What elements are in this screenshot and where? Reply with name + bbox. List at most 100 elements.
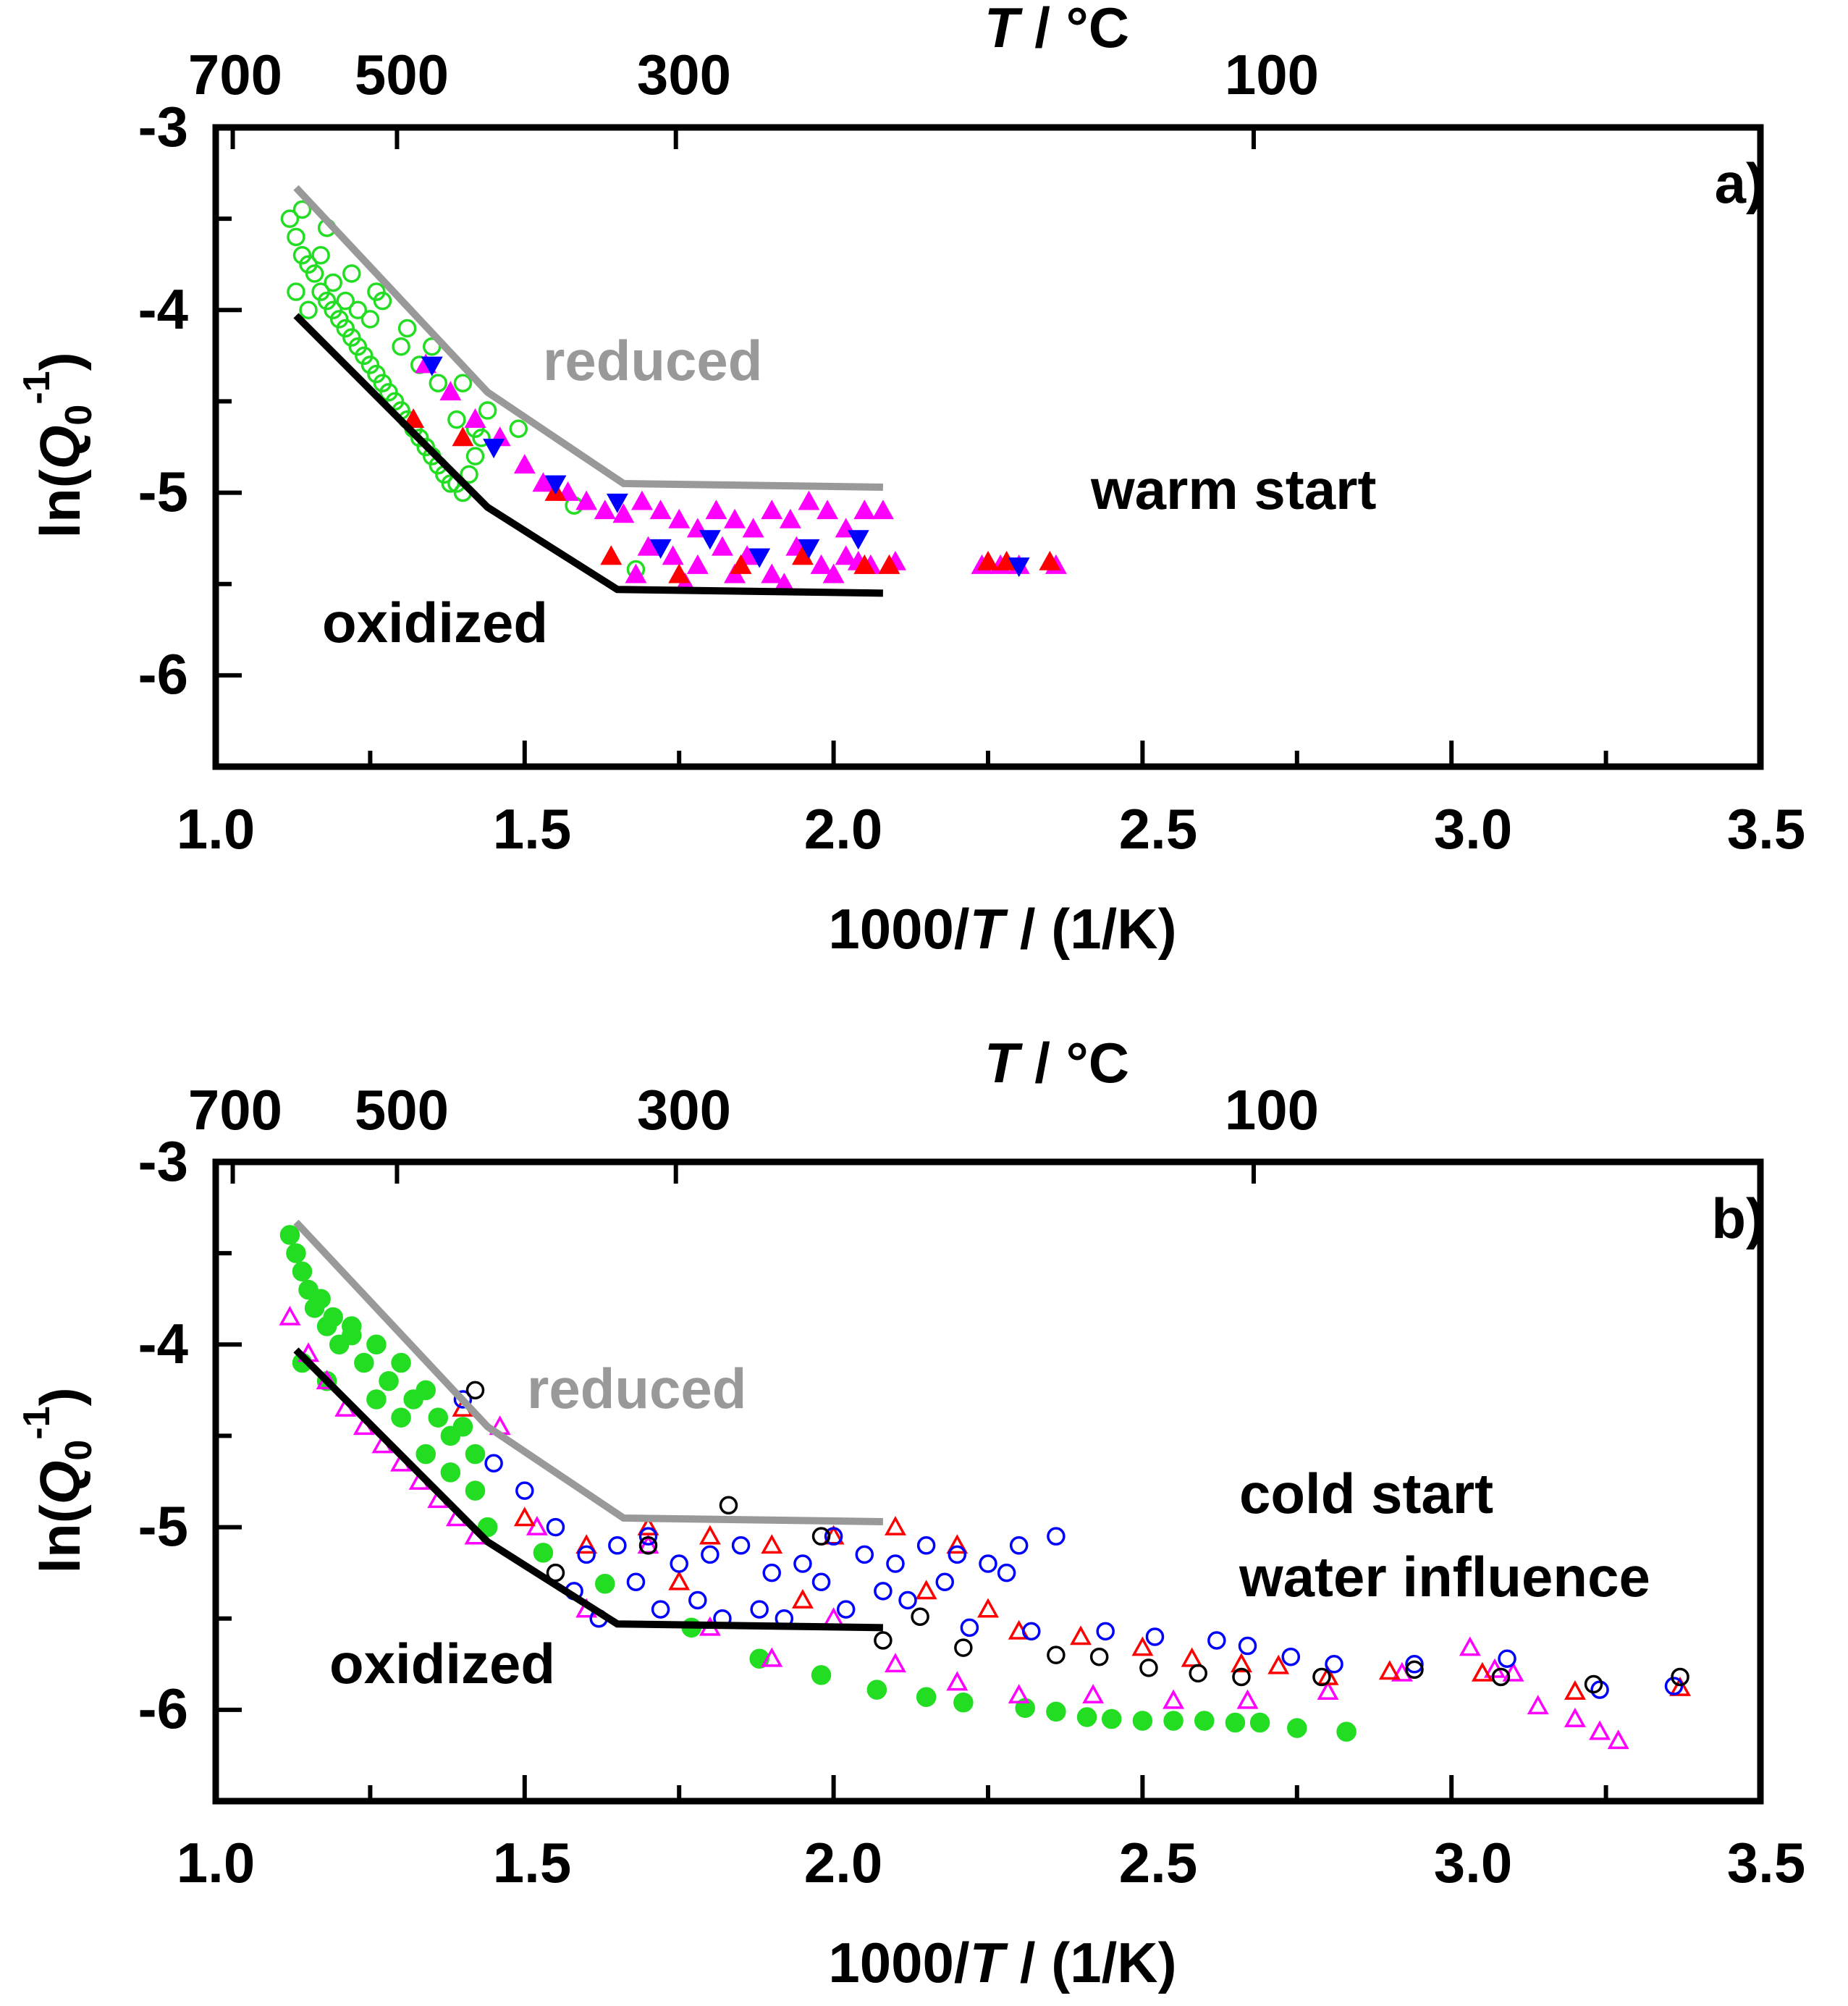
panel-b-series-2-point xyxy=(1378,1660,1401,1680)
panel-b-chart: 700 500 300 100 T / °C -3 -4 -5 -6 1.0 1… xyxy=(16,1031,1805,1994)
panel-a-series-1-point xyxy=(705,500,727,520)
panel-b-series-0-point xyxy=(1249,1712,1270,1733)
panel-b-series-1-point xyxy=(1527,1695,1549,1715)
panel-b-series-3-point xyxy=(1145,1627,1165,1646)
panel-a-series-1-point xyxy=(724,563,746,583)
panel-a-series-2-point xyxy=(878,554,900,574)
panel-b-reduced-label: reduced xyxy=(527,1357,746,1420)
panel-b-y-tick-label-m4: -4 xyxy=(138,1312,188,1375)
panel-a-series-3-point xyxy=(847,530,869,550)
panel-b-series-0-point xyxy=(1194,1711,1215,1731)
panel-b-top-tick-label-300: 300 xyxy=(637,1078,731,1142)
panel-a-series-3-point xyxy=(1008,557,1030,578)
panel-b-series-1-point xyxy=(1564,1707,1586,1727)
panel-b-series-0-point xyxy=(1076,1707,1097,1727)
panel-b-series-0-point xyxy=(1046,1701,1066,1722)
panel-b-series-3-point xyxy=(577,1545,596,1564)
panel-a-series-2-point xyxy=(977,550,999,570)
panel-b-series-2-point xyxy=(1131,1636,1154,1656)
panel-a-axis-ticks xyxy=(214,125,1763,769)
panel-b-x-tick-label-3-5: 3.5 xyxy=(1727,1831,1805,1895)
panel-b-series-4-point xyxy=(465,1381,485,1400)
panel-a-series-0-point xyxy=(397,319,417,338)
panel-a-series-0-point xyxy=(324,300,342,320)
panel-b-y-tick-label-m5: -5 xyxy=(138,1494,188,1558)
panel-b-series-3-point xyxy=(1022,1622,1041,1641)
panel-a-series-0-point xyxy=(342,328,361,347)
panel-b-reduced-line xyxy=(293,1219,883,1526)
panel-b-series-3-point xyxy=(1009,1536,1029,1555)
panel-a-x-tick-label-1-0: 1.0 xyxy=(177,797,255,861)
panel-b-series-2-point xyxy=(977,1598,999,1618)
panel-b-series-3-point xyxy=(515,1481,534,1500)
panel-a-series-1-point xyxy=(835,545,857,565)
panel-b-series-0-point xyxy=(286,1243,306,1263)
panel-a-series-0-point xyxy=(311,282,330,301)
panel-a-series-2-point xyxy=(1039,550,1061,570)
panel-a-top-tick-label-700: 700 xyxy=(188,43,282,106)
panel-b-series-4-point xyxy=(874,1631,893,1650)
panel-b-series-3-point xyxy=(960,1618,979,1638)
panel-b-series-3-point xyxy=(1096,1622,1115,1641)
panel-b-series-4-point xyxy=(638,1536,658,1555)
panel-b-series-3-point xyxy=(811,1572,831,1592)
panel-b-series-0-point xyxy=(366,1389,387,1409)
panel-a-series-1-point xyxy=(637,536,659,556)
panel-a-series-0-point xyxy=(355,346,374,366)
panel-b-series-0-point xyxy=(354,1352,374,1373)
panel-a-series-1-point xyxy=(662,545,684,565)
panel-b-top-tick-label-100: 100 xyxy=(1225,1078,1319,1142)
panel-b-series-0-point xyxy=(533,1543,554,1563)
panel-b-series-4-point xyxy=(1089,1647,1109,1666)
panel-b-series-3-point xyxy=(824,1527,843,1546)
panel-b-series-1-point xyxy=(761,1647,783,1667)
panel-b-series-0-point xyxy=(595,1574,615,1594)
panel-a-series-0-point xyxy=(441,474,460,493)
panel-b-series-2-point xyxy=(915,1580,937,1600)
panel-b-series-1-point xyxy=(1589,1720,1611,1740)
panel-b-series-2-point xyxy=(946,1534,969,1554)
panel-b-data-marks xyxy=(279,1219,1692,1750)
panel-a-series-1-point xyxy=(810,554,832,574)
panel-b-series-3-point xyxy=(886,1554,905,1573)
panel-a-series-0-point xyxy=(342,264,361,283)
panel-a-series-3-point xyxy=(421,356,443,376)
panel-b-x-tick-label-2-0: 2.0 xyxy=(804,1831,882,1895)
panel-b-series-1-point xyxy=(279,1305,301,1326)
panel-b-series-3-point xyxy=(855,1545,874,1564)
panel-b-y-tick-label-m6: -6 xyxy=(138,1677,188,1740)
panel-b-x-tick-label-2-5: 2.5 xyxy=(1119,1831,1197,1895)
panel-a-series-0-point xyxy=(453,374,473,392)
panel-a-series-0-point xyxy=(305,264,324,283)
panel-b-series-0-point xyxy=(811,1665,832,1685)
panel-a-series-1-point xyxy=(779,508,801,528)
panel-a-series-0-point xyxy=(416,437,435,457)
panel-b-series-0-point xyxy=(391,1407,411,1428)
panel-a-series-2-point xyxy=(600,545,623,565)
panel-a-series-0-point xyxy=(460,465,478,484)
panel-a-series-1-point xyxy=(822,563,845,583)
panel-b-series-4-point xyxy=(1584,1674,1603,1694)
panel-b-series-0-point xyxy=(452,1417,473,1437)
panel-b-series-3-point xyxy=(651,1600,670,1619)
panel-b-series-3-point xyxy=(916,1536,936,1555)
panel-a-series-0-point xyxy=(360,310,380,329)
panel-b-series-3-point xyxy=(670,1554,688,1573)
panel-b-series-3-point xyxy=(1281,1647,1301,1666)
panel-a-series-0-point xyxy=(336,291,355,311)
panel-b-series-2-point xyxy=(884,1515,906,1535)
panel-b-series-0-point xyxy=(916,1687,937,1707)
panel-b-condition-label-2: water influence xyxy=(1239,1545,1650,1609)
panel-b-series-4-point xyxy=(719,1496,738,1515)
panel-b-series-2-point xyxy=(637,1515,659,1535)
panel-a-series-3-point xyxy=(798,539,820,559)
panel-a-series-0-point xyxy=(292,200,312,219)
panel-b-series-2-point xyxy=(761,1534,783,1554)
panel-b-series-4-point xyxy=(1047,1645,1066,1664)
panel-a-series-2-point xyxy=(452,426,474,447)
panel-a-series-1-point xyxy=(798,490,820,510)
panel-a-x-tick-label-3-5: 3.5 xyxy=(1727,797,1805,861)
panel-b-series-2-point xyxy=(791,1588,814,1609)
panel-b-series-0-point xyxy=(292,1261,313,1282)
